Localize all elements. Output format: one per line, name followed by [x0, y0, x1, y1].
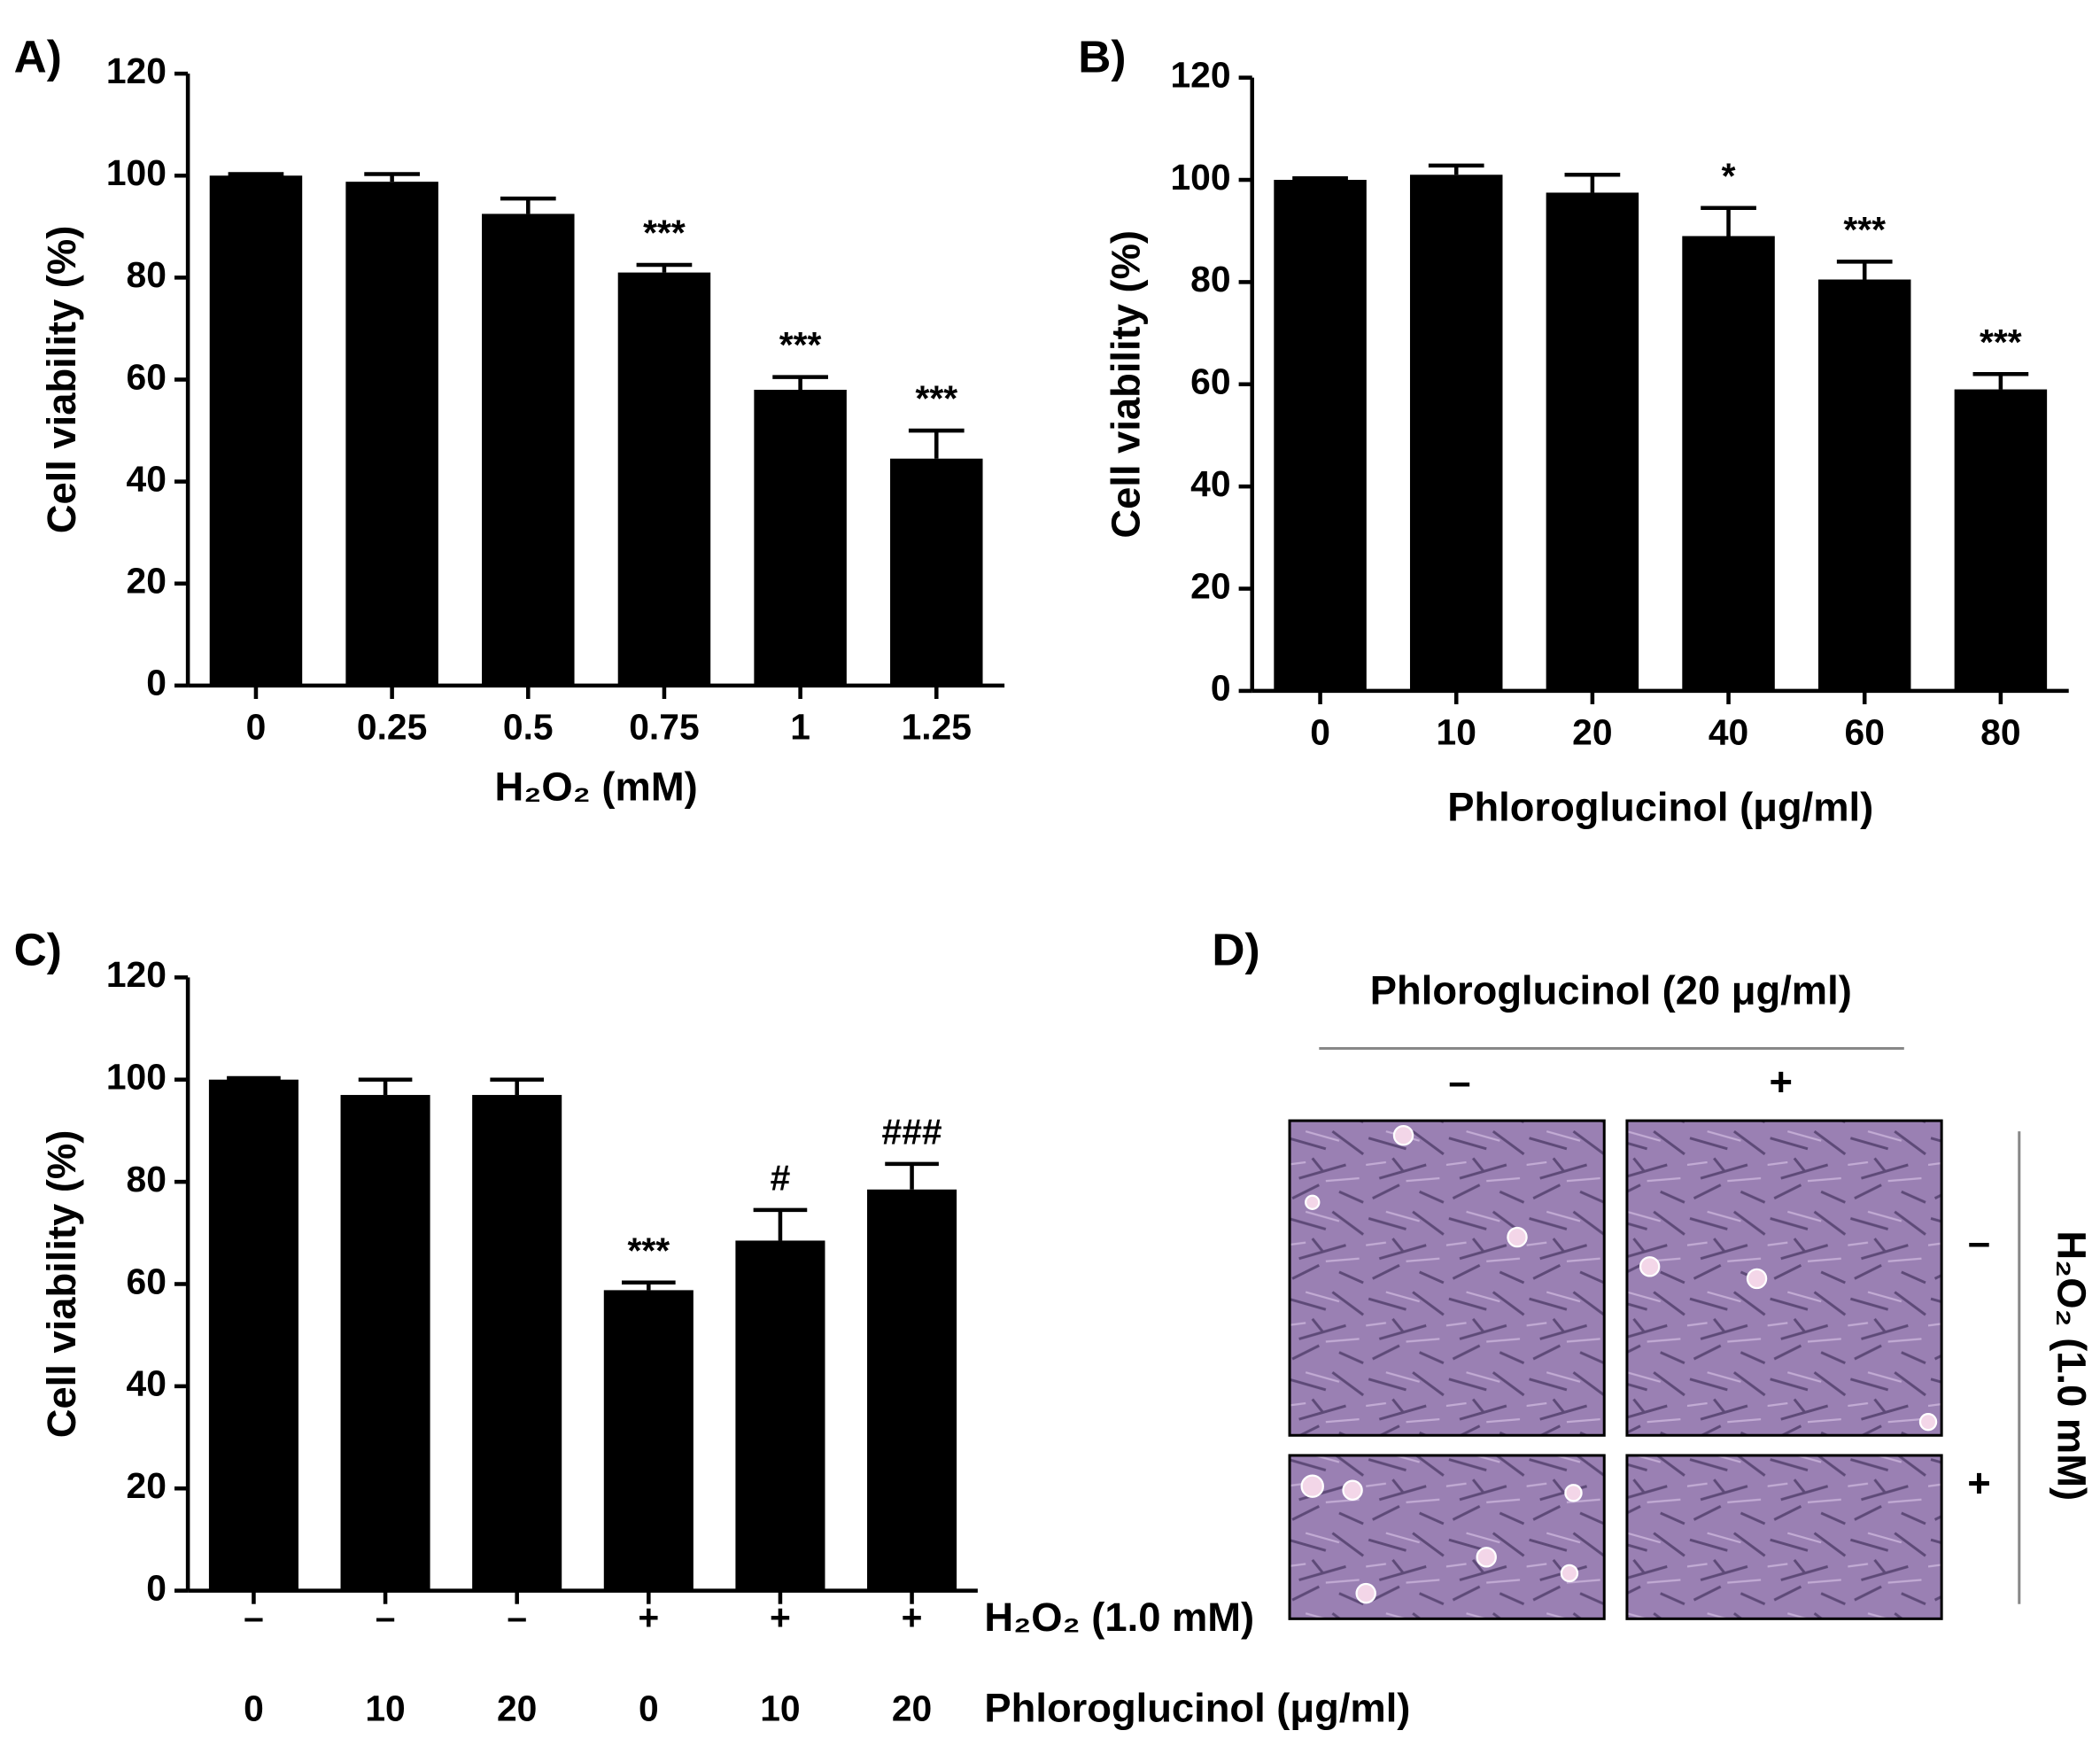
y-tick-label: 0 — [1211, 668, 1231, 709]
bar — [1682, 236, 1775, 691]
y-tick-label: 20 — [127, 561, 167, 601]
x-tick-label: 0 — [246, 707, 267, 748]
column-label: + — [1770, 1059, 1793, 1104]
bar — [208, 1079, 298, 1591]
bar — [1546, 192, 1639, 691]
y-tick-label: 100 — [106, 152, 167, 193]
x-tick-label: 20 — [892, 1688, 932, 1728]
x-tick-label: + — [902, 1597, 923, 1638]
x-tick-label: 10 — [365, 1688, 405, 1728]
significance-label: *** — [643, 213, 686, 253]
significance-label: *** — [779, 324, 822, 365]
micrograph — [1625, 1119, 1943, 1437]
y-tick-label: 40 — [127, 1363, 167, 1404]
y-tick-label: 0 — [146, 663, 167, 703]
x-axis-title: Phloroglucinol (μg/ml) — [1447, 784, 1873, 829]
x-tick-label: 60 — [1845, 712, 1885, 753]
y-tick-label: 120 — [106, 50, 167, 91]
row-label: + — [1967, 1461, 1990, 1506]
category-row-label: Phloroglucinol (μg/ml) — [984, 1686, 1410, 1731]
y-tick-label: 40 — [127, 458, 167, 499]
panel-d: D) Phloroglucinol (20 μg/ml) – + – + H₂O… — [1212, 924, 2095, 1620]
y-tick-label: 120 — [106, 954, 167, 995]
row-title: H₂O₂ (1.0 mM) — [2050, 1230, 2095, 1501]
significance-label: ### — [882, 1111, 942, 1152]
y-tick-label: 40 — [1190, 463, 1230, 504]
column-label: – — [1448, 1059, 1470, 1104]
x-tick-label: 40 — [1709, 712, 1748, 753]
bar — [482, 213, 575, 686]
bar — [603, 1290, 694, 1591]
y-tick-label: 80 — [127, 1159, 167, 1199]
y-tick-label: 20 — [127, 1465, 167, 1506]
x-tick-label: 80 — [1980, 712, 2020, 753]
x-tick-label: + — [770, 1597, 791, 1638]
bar — [345, 182, 438, 686]
y-tick-label: 80 — [127, 254, 167, 295]
y-axis-title: Cell viability (%) — [39, 1130, 84, 1439]
row-label: – — [1968, 1220, 1990, 1265]
micrograph — [1625, 1454, 1943, 1620]
x-tick-label: 1.25 — [902, 707, 972, 748]
x-tick-label: + — [638, 1597, 659, 1638]
x-tick-label: – — [244, 1597, 264, 1638]
bar — [1817, 279, 1911, 691]
bar — [1274, 180, 1367, 691]
significance-label: *** — [627, 1230, 670, 1270]
y-tick-label: 100 — [1170, 157, 1230, 198]
x-tick-label: 0.25 — [357, 707, 427, 748]
y-axis-title: Cell viability (%) — [1104, 230, 1149, 539]
y-tick-label: 60 — [1190, 361, 1230, 402]
x-tick-label: 10 — [1437, 712, 1476, 753]
panel-label: C) — [14, 924, 62, 975]
micrograph — [1288, 1119, 1606, 1437]
bar — [735, 1240, 825, 1591]
bar — [867, 1189, 957, 1591]
y-tick-label: 60 — [127, 356, 167, 397]
bar — [340, 1095, 430, 1591]
significance-label: # — [771, 1157, 791, 1198]
panel-label: A) — [14, 31, 62, 82]
x-tick-label: – — [507, 1597, 527, 1638]
panel-title: Phloroglucinol (20 μg/ml) — [1370, 967, 1852, 1013]
y-axis-title: Cell viability (%) — [39, 226, 84, 534]
bar — [209, 175, 303, 686]
significance-label: *** — [915, 378, 957, 419]
x-tick-label: 0 — [1310, 712, 1330, 753]
y-tick-label: 120 — [1170, 54, 1230, 95]
x-tick-label: 0 — [244, 1688, 264, 1728]
category-row-label: H₂O₂ (1.0 mM) — [984, 1595, 1254, 1640]
bar — [754, 390, 847, 686]
micrograph — [1288, 1454, 1606, 1620]
significance-label: *** — [1843, 209, 1886, 250]
bar — [617, 272, 711, 686]
x-tick-label: 10 — [760, 1688, 800, 1728]
x-tick-label: 1 — [790, 707, 810, 748]
bar — [890, 458, 983, 686]
panel-label: D) — [1212, 924, 1259, 975]
x-tick-label: 0.5 — [503, 707, 554, 748]
rounded-cells — [1300, 1124, 1938, 1604]
y-tick-label: 20 — [1190, 565, 1230, 606]
x-tick-label: 20 — [1572, 712, 1612, 753]
bar — [1409, 175, 1503, 691]
x-tick-label: – — [376, 1597, 396, 1638]
x-axis-title: H₂O₂ (mM) — [495, 764, 698, 810]
y-tick-label: 0 — [146, 1567, 167, 1608]
bar — [472, 1095, 562, 1591]
bar — [1954, 389, 2048, 691]
y-tick-label: 60 — [127, 1261, 167, 1301]
significance-label: * — [1722, 155, 1736, 196]
x-tick-label: 0 — [639, 1688, 659, 1728]
y-tick-label: 80 — [1190, 259, 1230, 299]
panel-label: B) — [1078, 31, 1126, 82]
significance-label: *** — [1980, 322, 2022, 362]
y-tick-label: 100 — [106, 1057, 167, 1098]
x-tick-label: 0.75 — [629, 707, 699, 748]
x-tick-label: 20 — [497, 1688, 537, 1728]
